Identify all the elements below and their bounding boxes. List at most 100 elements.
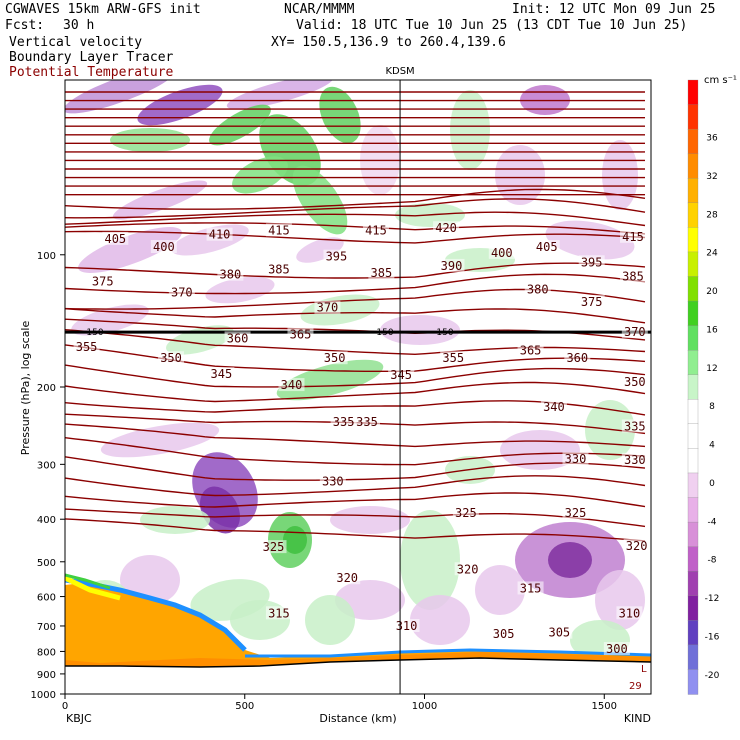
- x-tick-label: 500: [235, 701, 254, 712]
- tropopause-value: 150: [86, 328, 103, 338]
- theta-label-bg: [323, 249, 350, 263]
- theta-line: [65, 518, 646, 542]
- theta-label-bg: [217, 267, 244, 281]
- theta-label-bg: [562, 452, 589, 466]
- theta-label-bg: [440, 351, 467, 365]
- theta-label: 305: [548, 626, 570, 640]
- theta-label-bg: [278, 378, 305, 392]
- theta-line: [65, 308, 646, 324]
- tropopause-value: 150: [436, 328, 453, 338]
- theta-line: [65, 492, 646, 508]
- theta-label-bg: [168, 285, 195, 299]
- y-tick-label: 900: [37, 670, 56, 681]
- org-label: NCAR/MMMM: [284, 2, 355, 17]
- theta-label-bg: [562, 505, 589, 519]
- forecast-label: Fcst:: [5, 18, 45, 33]
- theta-line: [65, 423, 646, 448]
- theta-label-bg: [621, 325, 648, 339]
- theta-line: [65, 273, 646, 295]
- y-tick-label: 600: [37, 593, 56, 604]
- theta-label: 400: [153, 240, 175, 254]
- theta-label: 385: [371, 266, 393, 280]
- theta-label-bg: [287, 327, 314, 341]
- theta-line: [65, 475, 646, 497]
- theta-label: 335: [624, 419, 646, 433]
- theta-label-bg: [621, 419, 648, 433]
- vv-blob: [205, 276, 275, 304]
- theta-label-bg: [353, 414, 380, 428]
- valid-time: Valid: 18 UTC Tue 10 Jun 25 (13 CDT Tue …: [296, 18, 688, 33]
- theta-label: 325: [455, 506, 477, 520]
- x-tick-label: 1000: [412, 701, 437, 712]
- vv-blob: [475, 565, 525, 615]
- theta-label-bg: [388, 368, 415, 382]
- tracer-edge: [65, 573, 111, 590]
- vv-blob: [283, 526, 307, 554]
- vv-blob: [548, 542, 592, 578]
- vv-blob: [232, 156, 288, 194]
- tracer-edge: [245, 648, 651, 658]
- theta-label-bg: [620, 269, 647, 283]
- theta-line: [65, 437, 646, 466]
- theta-label: 350: [160, 351, 182, 365]
- vv-blob: [450, 90, 490, 170]
- forecast-hours: 30 h: [63, 18, 95, 33]
- theta-line: [65, 508, 646, 528]
- theta-label: 320: [457, 562, 479, 576]
- y-tick-label: 200: [37, 383, 56, 394]
- tracer-edge: [65, 575, 121, 601]
- theta-label: 360: [227, 331, 249, 345]
- theta-label: 355: [76, 340, 98, 354]
- theta-label-bg: [524, 282, 551, 296]
- theta-label: 320: [336, 571, 358, 585]
- theta-line: [65, 198, 646, 219]
- theta-label-bg: [616, 606, 643, 620]
- y-tick-label: 400: [37, 515, 56, 526]
- theta-label: 380: [527, 283, 549, 297]
- x-tick-label: 0: [62, 701, 68, 712]
- field-vertical-velocity: Vertical velocity: [9, 35, 143, 50]
- theta-label-bg: [564, 351, 591, 365]
- ground-line: [65, 657, 651, 668]
- theta-label: 330: [322, 474, 344, 488]
- y-tick-label: 800: [37, 647, 56, 658]
- theta-label-bg: [578, 294, 605, 308]
- low-marker-letter: L: [641, 664, 647, 675]
- theta-label-bg: [362, 223, 389, 237]
- theta-label: 350: [324, 351, 346, 365]
- theta-label-bg: [321, 351, 348, 365]
- vv-blob: [305, 595, 355, 645]
- theta-label: 345: [390, 368, 412, 382]
- axes: 100 200 300 400 500 600 700 800 900 1000 0 500 1000 1…: [31, 251, 617, 712]
- theta-label-bg: [621, 375, 648, 389]
- theta-label-bg: [224, 331, 251, 345]
- theta-label: 320: [626, 539, 648, 553]
- theta-label: 405: [536, 240, 558, 254]
- theta-label-bg: [319, 474, 346, 488]
- theta-label: 365: [290, 328, 312, 342]
- theta-label-bg: [490, 626, 517, 640]
- theta-label-bg: [368, 265, 395, 279]
- vv-blob: [400, 510, 460, 610]
- theta-label-bg: [623, 538, 650, 552]
- theta-label: 315: [520, 581, 542, 595]
- field-potential-temperature: Potential Temperature: [9, 65, 174, 80]
- theta-label-bg: [452, 505, 479, 519]
- vv-blob: [602, 140, 638, 210]
- theta-label: 330: [624, 453, 646, 467]
- theta-label: 325: [565, 506, 587, 520]
- theta-label: 380: [220, 268, 242, 282]
- tropopause-value: 150: [376, 328, 393, 338]
- theta-label: 375: [92, 274, 114, 288]
- theta-label: 395: [581, 255, 603, 269]
- theta-label: 375: [581, 295, 603, 309]
- theta-label: 400: [491, 246, 513, 260]
- y-tick-label: 500: [37, 558, 56, 569]
- low-marker-value: 29: [629, 681, 642, 692]
- theta-label: 370: [171, 286, 193, 300]
- theta-line: [65, 381, 646, 403]
- vv-blob: [545, 220, 635, 260]
- theta-line: [65, 329, 646, 356]
- theta-label-bg: [621, 452, 648, 466]
